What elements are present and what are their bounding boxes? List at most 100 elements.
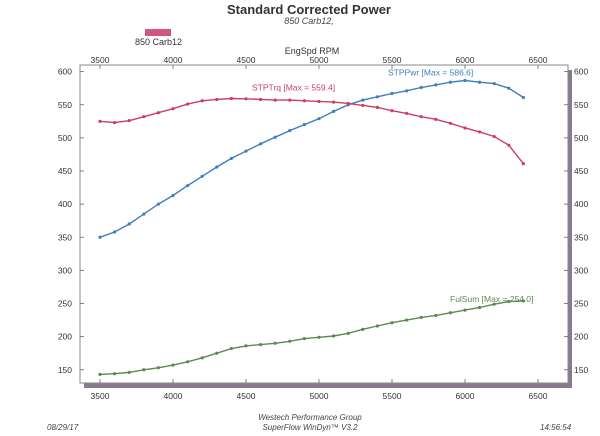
stppwr-point <box>127 222 131 226</box>
stppwr-point <box>478 80 482 84</box>
stppwr-point <box>492 81 496 86</box>
stppwr-point <box>317 117 321 121</box>
stptrq-label: STPTrq [Max = 559.4] <box>252 82 335 92</box>
stppwr-point <box>215 165 219 169</box>
x-axis-bottom-ticks: 3500 4000 4500 5000 5500 6000 6500 <box>91 379 548 401</box>
y-tick-label-right: 150 <box>574 365 588 375</box>
x-tick-label-top: 6000 <box>456 55 475 65</box>
fulsum-point <box>142 368 146 372</box>
x-axis-label: EngSpd RPM <box>285 46 340 56</box>
y-tick-label-right: 450 <box>574 166 588 176</box>
stppwr-point <box>142 212 146 216</box>
stptrq-line <box>99 97 524 165</box>
x-tick-label-top: 4000 <box>164 55 183 65</box>
stptrq-point <box>448 121 452 125</box>
fulsum-point <box>273 341 277 345</box>
stppwr-point <box>156 202 160 206</box>
y-axis-ticks: 150 150 200 200 250 250 300 300 350 350 400 400 450 4… <box>58 67 589 375</box>
y-tick-label-right: 500 <box>574 133 588 143</box>
x-tick-label-bottom: 4500 <box>237 391 256 401</box>
stptrq-point <box>478 130 482 134</box>
x-tick-label-bottom: 6000 <box>456 391 475 401</box>
fulsum-point <box>244 344 248 348</box>
fulsum-point <box>346 331 350 335</box>
stppwr-point <box>434 83 438 87</box>
x-tick-label-bottom: 4000 <box>164 391 183 401</box>
y-tick-label-right: 250 <box>574 299 588 309</box>
stppwr-line <box>99 79 524 238</box>
fulsum-point <box>375 324 379 328</box>
y-tick-label-left: 350 <box>58 232 72 242</box>
stppwr-point <box>390 91 394 96</box>
stptrq-point <box>156 111 160 115</box>
fulsum-point <box>361 327 365 331</box>
stppwr-point <box>521 95 526 100</box>
y-tick-label-right: 400 <box>574 199 588 209</box>
stppwr-point <box>302 123 306 127</box>
fulsum-line <box>99 300 524 376</box>
stptrq-point <box>507 143 511 147</box>
stptrq-point <box>186 102 190 106</box>
stptrq-point <box>142 115 146 119</box>
y-tick-label-left: 600 <box>58 67 72 77</box>
y-tick-label-right: 550 <box>574 100 588 110</box>
y-tick-label-left: 300 <box>58 265 72 275</box>
x-tick-label-top: 5000 <box>310 55 329 65</box>
stptrq-point <box>317 99 321 104</box>
fulsum-point <box>259 342 263 347</box>
fulsum-point <box>302 337 306 341</box>
plot-area <box>79 64 569 384</box>
stptrq-point <box>492 134 496 139</box>
stppwr-point <box>273 135 277 139</box>
x-tick-label-top: 4500 <box>237 55 256 65</box>
stptrq-point <box>419 115 423 119</box>
stptrq-point <box>127 119 131 123</box>
series-layer: STPPwr [Max = 586.6] STPTrq [Max = 559.4]… <box>98 67 533 376</box>
stppwr-point <box>332 109 336 113</box>
y-tick-label-right: 300 <box>574 265 588 275</box>
stptrq-point <box>215 97 219 102</box>
fulsum-point <box>215 351 219 355</box>
stppwr-point <box>463 78 467 83</box>
fulsum-point <box>448 311 452 315</box>
stptrq-point <box>259 97 263 102</box>
stppwr-point <box>361 98 365 102</box>
x-tick-label-top: 3500 <box>91 55 110 65</box>
y-tick-label-left: 200 <box>58 332 72 342</box>
fulsum-point <box>98 372 102 376</box>
footer-date: 08/29/17 <box>47 423 79 432</box>
stptrq-point <box>332 100 336 104</box>
fulsum-point <box>507 299 511 304</box>
stppwr-point <box>186 183 190 188</box>
fulsum-point <box>156 366 160 370</box>
stptrq-point <box>98 119 102 123</box>
stptrq-point <box>405 111 409 115</box>
stppwr-point <box>288 128 292 133</box>
fulsum-point <box>521 299 526 303</box>
y-tick-label-left: 500 <box>58 133 72 143</box>
stptrq-point <box>463 126 467 130</box>
x-tick-label-bottom: 6500 <box>529 391 548 401</box>
stppwr-point <box>259 142 263 146</box>
stptrq-point <box>229 96 233 101</box>
stppwr-point <box>375 95 379 99</box>
stptrq-point <box>375 105 379 109</box>
x-tick-label-top: 5500 <box>383 55 402 65</box>
stptrq-point <box>273 98 277 102</box>
stptrq-point <box>288 98 292 102</box>
stptrq-point <box>346 101 350 106</box>
stppwr-point <box>171 193 175 198</box>
stppwr-point <box>229 156 233 161</box>
y-tick-label-left: 450 <box>58 166 72 176</box>
stppwr-point <box>244 149 248 153</box>
stppwr-label: STPPwr [Max = 586.6] <box>388 67 473 77</box>
stppwr-point <box>98 235 102 239</box>
stptrq-point <box>390 109 394 113</box>
x-tick-label-top: 6500 <box>529 55 548 65</box>
legend-swatch <box>145 29 171 36</box>
x-tick-label-bottom: 3500 <box>91 391 110 401</box>
y-tick-label-left: 400 <box>58 199 72 209</box>
stptrq-point <box>434 117 438 121</box>
fulsum-point <box>171 363 175 367</box>
